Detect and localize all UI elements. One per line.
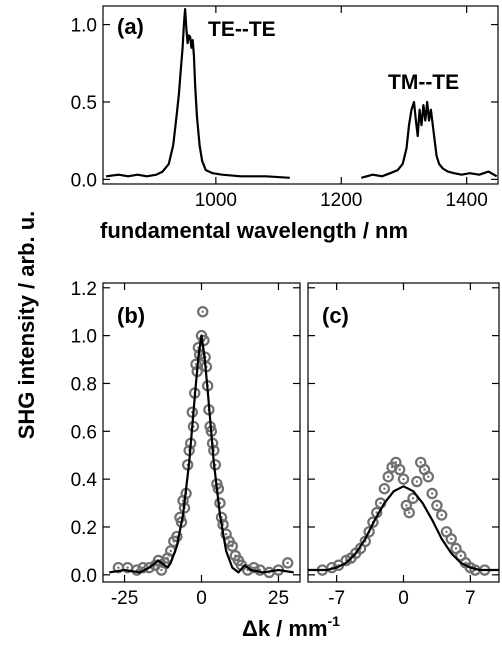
data-point-center [166,556,169,560]
y-tick-label: 0.8 [71,374,97,395]
data-point-center [454,547,458,550]
data-point-center [445,530,448,533]
y-tick-label: 0.0 [71,170,97,191]
data-point [378,483,391,495]
data-point-center [464,561,467,565]
data-point-center [387,475,390,478]
data-point-center [394,461,398,464]
data-point-center [135,568,139,572]
data-point-center [231,544,234,548]
data-point [393,463,406,476]
y-tick-label: 1.0 [71,16,97,37]
data-point [131,564,143,576]
panel-a-peak-label-te-te: TE--TE [208,18,276,41]
data-point-center [240,564,243,567]
data-point-center [450,537,453,541]
data-point [436,509,448,521]
data-point-center [402,477,405,481]
data-point-center [423,468,426,471]
data-point-center [160,568,163,572]
panel-a-tag: (a) [117,14,144,39]
data-point [403,506,415,519]
data-point [426,487,438,500]
y-tick-label: 0.2 [71,518,97,539]
y-tick-label: 0.6 [71,422,97,443]
x-tick-label: 1200 [320,190,362,211]
x-tick-label: 0 [196,588,207,609]
data-point-center [175,535,179,538]
y-tick-label: 0.5 [71,93,97,114]
data-point-center [440,513,443,517]
y-tick-label: 0.0 [71,566,97,587]
spectrum-line [105,8,290,179]
data-point-center [383,487,386,490]
y-tick-label: 0.4 [71,470,98,491]
data-point-center [379,501,382,505]
data-point [411,475,423,488]
data-point [445,533,457,545]
panel-a-frame [102,5,499,185]
x-tick-label: -25 [111,588,138,609]
data-point-center [194,363,198,366]
data-point [190,358,202,371]
data-point [431,499,443,512]
spectrum-line [361,100,498,179]
data-point [198,334,210,347]
data-point [367,516,379,528]
data-point [382,471,394,483]
y-tick-label: 1.0 [71,327,97,348]
x-tick-label: 1000 [195,190,237,211]
panel-a-peak-label-tm-te: TM--TE [388,71,459,94]
data-point-center [169,549,172,553]
data-point [226,540,238,552]
x-tick-label: 1400 [446,190,488,211]
panel-a-x-axis-title: fundamental wavelength / nm [100,218,408,243]
panel-a-plot-area: 0.0 0.5 1.0 1000 1200 1400 [71,6,498,211]
data-point [422,471,435,483]
x-tick-label: 0 [398,588,409,609]
data-point-center [252,566,256,569]
data-point-center [430,492,434,495]
data-point [197,306,209,318]
x-tick-label: 25 [268,588,289,609]
panel-b-plot-area: 0.0 0.2 0.4 0.6 0.8 1.0 1.2 -25 0 25 [71,279,300,609]
y-tick-label: 1.2 [71,279,97,300]
x-tick-label: -7 [328,588,345,609]
data-point-center [435,504,439,507]
data-point-center [117,566,120,569]
data-point [281,557,294,569]
data-point-center [286,561,289,565]
data-point-center [419,461,422,464]
data-point [143,561,155,574]
data-point-center [459,554,462,557]
data-point [363,526,375,538]
panel-c-tag: (c) [322,303,349,328]
data-point-center [408,511,411,514]
data-point-center [375,511,378,514]
x-tick-label: 7 [465,588,476,609]
bottom-x-axis-title: Δk / mm-1 [242,613,340,641]
panel-c-plot-area: -7 0 7 [308,283,499,609]
data-point-center [126,566,129,569]
fit-curve [109,334,294,574]
data-point-center [224,532,228,536]
data-point-center [201,310,204,313]
shared-y-axis-title: SHG intensity / arb. u. [14,211,39,440]
data-point-center [415,480,419,483]
data-point-center [405,504,408,507]
data-point-center [427,475,430,478]
fit-curve [308,485,499,572]
bottom-x-axis-title-main: Δk / mm [242,616,328,641]
data-point-center [398,468,401,471]
panel-b-tag: (b) [117,303,145,328]
data-point [397,473,410,485]
bottom-x-axis-title-exponent: -1 [328,613,341,629]
data-point-center [411,497,415,500]
